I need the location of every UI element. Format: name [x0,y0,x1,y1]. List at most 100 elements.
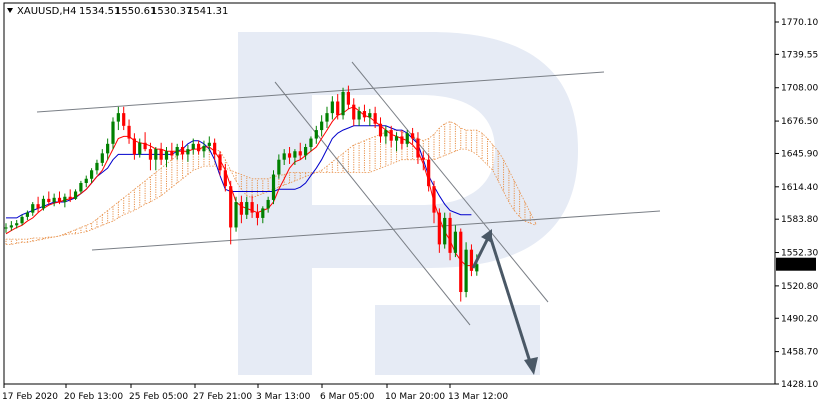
candle-body-38 [207,142,211,146]
candle-body-81 [437,212,441,245]
y-tick-label-3: 1676.50 [781,117,818,127]
candle-63 [341,87,345,120]
candle-45 [245,196,249,219]
candle-53 [287,147,292,164]
candle-80 [432,180,436,224]
candle-54 [293,149,297,166]
candle-body-82 [443,217,447,245]
candle-47 [255,204,260,226]
candle-3 [20,214,24,226]
candle-body-0 [4,227,8,229]
candle-body-83 [448,217,452,253]
candle-body-53 [287,153,292,158]
candle-33 [180,140,185,160]
candle-82 [443,212,447,249]
candle-79 [427,154,431,192]
candle-body-16 [90,170,94,179]
candle-36 [197,140,201,155]
x-tick-label-4: 3 Mar 13:00 [256,392,311,402]
candle-body-18 [100,153,104,163]
candle-46 [250,195,254,218]
candle-26 [143,132,147,152]
upper-channel-line [36,71,605,113]
candle-body-30 [164,151,169,160]
y-tick-label-11: 1428.10 [781,380,818,390]
x-tick-label-1: 20 Feb 13:00 [64,392,123,402]
candle-42 [229,180,233,245]
candle-body-86 [464,249,468,293]
candle-body-62 [336,101,340,116]
candle-39 [213,138,217,160]
tenkan-sen-line [5,106,472,267]
watermark-logo [238,32,578,375]
candle-62 [336,94,340,120]
y-tick-label-1: 1739.55 [781,50,818,60]
candle-body-3 [20,216,24,224]
watermark-letter-shape [238,32,578,375]
candle-body-12 [68,196,72,199]
forecast-arrow-up-head [481,229,492,243]
candle-37 [202,140,206,158]
candle-5 [31,202,35,216]
candle-body-33 [180,147,185,155]
candle-body-14 [79,182,83,192]
candle-body-13 [73,191,78,199]
candle-19 [106,138,110,160]
candle-body-52 [282,153,286,160]
candle-68 [368,108,372,126]
candle-body-67 [362,111,367,118]
candle-body-23 [127,125,131,139]
candle-57 [309,136,313,152]
y-tick-label-9: 1490.20 [781,314,818,324]
candle-83 [448,212,452,261]
candle-body-84 [453,231,457,253]
candle-69 [373,106,377,128]
candle-86 [464,242,468,298]
header-low: 1530.37 [151,6,192,17]
candle-15 [84,175,88,188]
candle-body-31 [170,151,174,156]
candle-50 [271,170,276,205]
chart-header: XAUUSD,H4 1534.51 1550.61 1530.37 1541.3… [7,6,228,17]
candle-body-36 [197,143,201,152]
candle-body-69 [373,113,377,124]
forecast-arrow-down-head [524,357,538,375]
candle-78 [421,151,425,171]
y-tick-label-10: 1458.70 [781,348,818,358]
candle-18 [100,149,104,167]
current-price-label: 1541.31 [779,260,816,270]
candle-body-40 [218,154,222,171]
candle-body-42 [229,186,233,228]
candle-body-57 [309,138,313,148]
candle-55 [298,142,302,160]
y-tick-label-4: 1645.90 [781,149,818,159]
candle-70 [378,117,383,143]
candle-body-24 [132,138,136,155]
candle-14 [79,180,83,194]
candle-body-25 [138,142,142,155]
candle-body-50 [271,174,276,200]
candle-67 [362,104,367,122]
candle-20 [111,117,115,150]
candle-body-80 [432,186,436,213]
y-tick-label-5: 1614.40 [781,183,818,193]
candle-8 [47,191,51,205]
candle-6 [36,196,40,213]
dropdown-triangle-icon [7,8,13,13]
y-tick-label-2: 1708.00 [781,84,818,94]
plot-frame [3,2,776,385]
x-tick-label-5: 6 Mar 05:00 [320,392,375,402]
candle-25 [138,138,142,158]
y-tick-label-6: 1583.80 [781,215,818,225]
x-axis: 17 Feb 2020 20 Feb 13:00 25 Feb 05:00 27 Fe… [2,384,508,402]
candle-48 [261,206,265,224]
watermark-block [375,305,540,375]
candle-body-49 [266,199,270,209]
candle-30 [164,147,169,168]
candle-body-48 [261,208,265,218]
tenkan-sen-path [5,106,472,267]
candle-61 [330,96,334,120]
candle-body-2 [15,223,19,226]
header-high: 1550.61 [115,6,156,17]
